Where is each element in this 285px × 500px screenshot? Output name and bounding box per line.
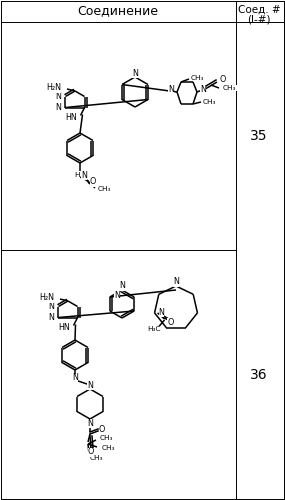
Text: N: N <box>200 84 206 94</box>
Text: N: N <box>49 302 54 311</box>
Text: N: N <box>56 103 62 112</box>
Text: O: O <box>99 426 105 434</box>
Text: N: N <box>72 374 78 382</box>
Text: H: H <box>74 172 80 178</box>
Text: H₃C: H₃C <box>147 326 160 332</box>
Text: N: N <box>87 418 93 428</box>
Text: H₂N: H₂N <box>46 84 61 92</box>
Text: N: N <box>87 380 93 390</box>
Text: Соед. #: Соед. # <box>238 5 280 15</box>
Text: N: N <box>173 278 179 286</box>
Text: CH₃: CH₃ <box>191 75 205 81</box>
Text: CH₃: CH₃ <box>90 455 103 461</box>
Text: 35: 35 <box>250 129 268 143</box>
Text: 36: 36 <box>250 368 268 382</box>
Text: O: O <box>90 178 96 186</box>
Text: HN: HN <box>58 323 70 332</box>
Text: N: N <box>114 290 120 300</box>
Text: N: N <box>56 92 62 101</box>
Text: (I-#): (I-#) <box>247 14 271 24</box>
Text: N: N <box>132 68 138 78</box>
Text: N: N <box>168 84 174 94</box>
Text: N: N <box>81 170 87 179</box>
Text: O: O <box>219 76 225 84</box>
Text: N: N <box>158 308 164 318</box>
Text: N: N <box>119 282 125 290</box>
Text: O: O <box>88 448 94 456</box>
Text: H₂N: H₂N <box>39 294 54 302</box>
Text: CH₃: CH₃ <box>223 85 237 91</box>
Text: O: O <box>167 318 174 328</box>
Text: CH₃: CH₃ <box>98 186 111 192</box>
Text: HN: HN <box>65 113 77 122</box>
Text: Соединение: Соединение <box>78 4 158 18</box>
Text: CH₃: CH₃ <box>102 445 115 451</box>
Text: N: N <box>49 313 54 322</box>
Text: CH₃: CH₃ <box>100 435 113 441</box>
Text: CH₃: CH₃ <box>203 99 217 105</box>
